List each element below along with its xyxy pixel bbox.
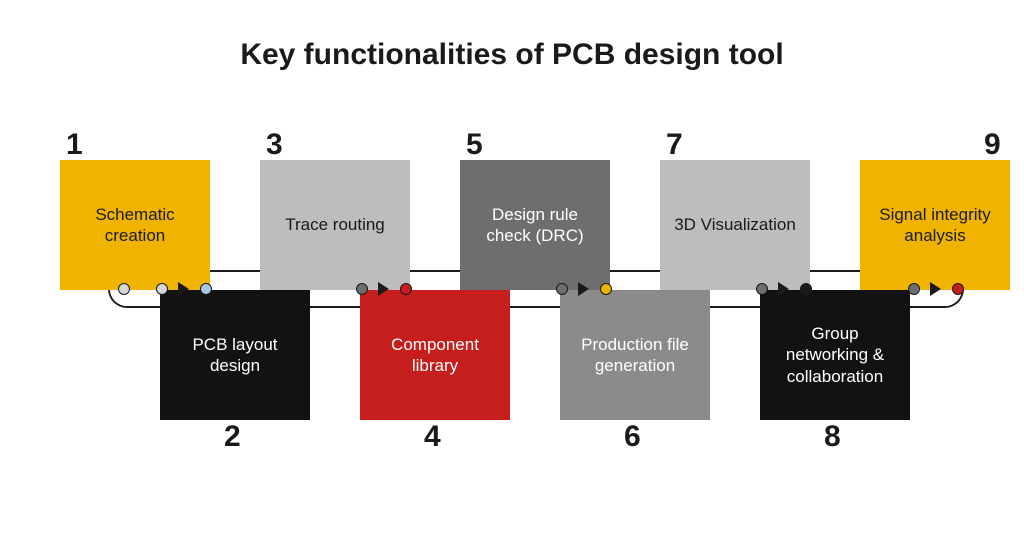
block-label: Production file generation [570, 334, 700, 377]
block-number-5: 5 [466, 128, 483, 162]
block-1: Schematic creation [60, 160, 210, 290]
block-8: Group networking & collaboration [760, 290, 910, 420]
flow-dot [600, 283, 612, 295]
arrow-icon [778, 282, 789, 296]
block-label: Signal integrity analysis [870, 204, 1000, 247]
arrow-icon [930, 282, 941, 296]
flow-dot [156, 283, 168, 295]
flow-dot [908, 283, 920, 295]
block-number-7: 7 [666, 128, 683, 162]
block-number-8: 8 [824, 420, 841, 454]
block-7: 3D Visualization [660, 160, 810, 290]
flow-dot [800, 283, 812, 295]
block-label: Group networking & collaboration [770, 323, 900, 387]
block-5: Design rule check (DRC) [460, 160, 610, 290]
block-label: Schematic creation [70, 204, 200, 247]
block-number-2: 2 [224, 420, 241, 454]
block-number-6: 6 [624, 420, 641, 454]
infographic-canvas: Key functionalities of PCB design tool S… [0, 0, 1024, 536]
arrow-icon [378, 282, 389, 296]
page-title: Key functionalities of PCB design tool [0, 38, 1024, 72]
block-number-3: 3 [266, 128, 283, 162]
flow-dot [118, 283, 130, 295]
block-label: Component library [370, 334, 500, 377]
flow-dot [556, 283, 568, 295]
block-label: 3D Visualization [674, 214, 796, 235]
block-6: Production file generation [560, 290, 710, 420]
block-9: Signal integrity analysis [860, 160, 1010, 290]
flow-dot [756, 283, 768, 295]
block-number-1: 1 [66, 128, 83, 162]
arrow-icon [178, 282, 189, 296]
block-label: Design rule check (DRC) [470, 204, 600, 247]
block-2: PCB layout design [160, 290, 310, 420]
arrow-icon [578, 282, 589, 296]
flow-dot [400, 283, 412, 295]
block-label: PCB layout design [170, 334, 300, 377]
block-number-4: 4 [424, 420, 441, 454]
flow-dot [952, 283, 964, 295]
flow-dot [200, 283, 212, 295]
block-3: Trace routing [260, 160, 410, 290]
block-number-9: 9 [984, 128, 1001, 162]
block-4: Component library [360, 290, 510, 420]
block-label: Trace routing [285, 214, 385, 235]
flow-dot [356, 283, 368, 295]
